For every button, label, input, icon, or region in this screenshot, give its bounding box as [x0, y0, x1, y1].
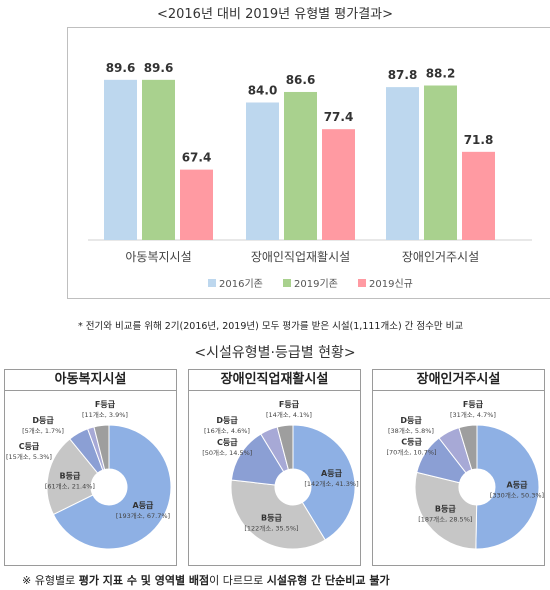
- pie-slice: [458, 424, 478, 471]
- slice-value-label: [193개소, 67.7%]: [116, 511, 170, 520]
- pie-panel-title: 장애인직업재활시설: [189, 370, 360, 391]
- slice-value-label: [38개소, 5.8%]: [388, 426, 434, 435]
- legend-swatch: [358, 279, 366, 287]
- slice-value-label: [50개소, 14.5%]: [202, 448, 252, 457]
- pie-chart-child-welfare: A등급[193개소, 67.7%] B등급[61개소, 21.4%] C등급[15개…: [6, 400, 172, 550]
- bar-value-label: 88.2: [426, 67, 456, 81]
- bar-value-label: 89.6: [106, 61, 136, 75]
- bar: [386, 87, 419, 240]
- bar: [104, 79, 137, 240]
- pie-slice: [52, 424, 172, 550]
- legend-swatch: [283, 279, 291, 287]
- footnote-prefix: ※ 유형별로: [22, 574, 79, 587]
- pie-slice: [475, 424, 540, 550]
- legend-swatch: [208, 279, 216, 287]
- slice-value-label: [70개소, 10.7%]: [386, 448, 436, 457]
- pie-panel-title: 장애인거주시설: [373, 370, 544, 391]
- footnote-bold-1: 평가 지표 수 및 영역별 배점: [78, 574, 210, 587]
- bar-value-label: 87.8: [388, 68, 418, 82]
- slice-value-label: [330개소, 50.3%]: [490, 490, 544, 499]
- bar-value-label: 89.6: [144, 61, 174, 75]
- x-tick-label: 아동복지시설: [125, 250, 191, 264]
- slice-value-label: [61개소, 21.4%]: [45, 482, 95, 491]
- slice-value-label: [187개소, 28.5%]: [418, 514, 472, 523]
- slice-grade-label: B등급: [435, 504, 456, 513]
- bar-value-label: 67.4: [182, 151, 212, 165]
- slice-value-label: [31개소, 4.7%]: [450, 410, 496, 419]
- slice-grade-label: F등급: [279, 400, 300, 409]
- bar: [180, 169, 213, 240]
- bar-chart: 89.6 89.6 67.4 아동복지시설 84.0 86.6 77.4 장애인직업재활시설 8…: [88, 61, 532, 290]
- bar: [246, 102, 279, 240]
- slice-grade-label: A등급: [507, 480, 529, 489]
- slice-grade-label: A등급: [321, 469, 343, 478]
- bar: [462, 151, 495, 240]
- x-tick-label: 장애인직업재활시설: [251, 250, 350, 264]
- slice-value-label: [16개소, 4.6%]: [204, 426, 250, 435]
- pie-slice: [414, 471, 478, 550]
- bar: [284, 91, 317, 240]
- slice-grade-label: C등급: [19, 442, 40, 451]
- pie-panel-residential: 장애인거주시설 A등급 [330개소, 50.3%] B등급 [187개소, 28.5…: [372, 369, 545, 566]
- footnote-bold-2: 시설유형 간 단순비교 불가: [266, 574, 390, 587]
- comparison-footnote: * 전기와 비교를 위해 2기(2016년, 2019년) 모두 평가를 받은 …: [78, 321, 464, 332]
- bar: [142, 79, 175, 240]
- slice-grade-label: D등급: [216, 416, 238, 425]
- slice-grade-label: B등급: [59, 472, 80, 481]
- slice-value-label: [5개소, 1.7%]: [22, 426, 64, 435]
- footnote-mid: 이 다르므로: [209, 574, 267, 587]
- x-tick-label: 장애인거주시설: [402, 250, 479, 264]
- slice-value-label: [15개소, 5.3%]: [6, 452, 52, 461]
- bar-chart-frame: 89.6 89.6 67.4 아동복지시설 84.0 86.6 77.4 장애인직업재활시설 8…: [67, 27, 550, 299]
- slice-grade-label: C등급: [401, 438, 422, 447]
- slice-value-label: [11개소, 3.9%]: [82, 410, 128, 419]
- slice-grade-label: B등급: [261, 514, 282, 523]
- bar-chart-title: <2016년 대비 2019년 유형별 평가결과>: [156, 7, 394, 22]
- slice-grade-label: F등급: [463, 400, 484, 409]
- bar: [424, 85, 457, 240]
- pie-chart-vocational-rehab: A등급[142개소, 41.3%] B등급[122개소, 35.5%] C등급[50…: [202, 400, 359, 550]
- pie-slice: [230, 479, 326, 550]
- pie-panel-vocational-rehab: 장애인직업재활시설 A등급 [142개소, 41.3%] B등급 [122개소, 35…: [188, 369, 361, 566]
- pie-chart-residential: A등급[330개소, 50.3%] B등급[187개소, 28.5%] C등급[70…: [386, 400, 544, 550]
- bottom-footnote: ※ 유형별로 평가 지표 수 및 영역별 배점이 다르므로 시설유형 간 단순비…: [22, 572, 390, 588]
- slice-value-label: [14개소, 4.1%]: [266, 410, 312, 419]
- pie-panel-child-welfare: 아동복지시설 A등급 [193개소, 67.7%] B등급 [61개소, 21.4%]…: [4, 369, 177, 566]
- legend-label: 2016기존: [219, 278, 263, 290]
- slice-value-label: [142개소, 41.3%]: [304, 479, 358, 488]
- pie-slice: [276, 424, 294, 471]
- pie-slice: [93, 424, 110, 471]
- pie-panel-title: 아동복지시설: [5, 370, 176, 391]
- slice-grade-label: C등급: [217, 438, 238, 447]
- bar-value-label: 77.4: [324, 110, 354, 124]
- bar-value-label: 86.6: [286, 73, 316, 87]
- bar: [322, 129, 355, 240]
- slice-grade-label: D등급: [32, 416, 54, 425]
- slice-value-label: [122개소, 35.5%]: [244, 524, 298, 533]
- legend-label: 2019신규: [369, 278, 413, 290]
- legend-label: 2019기존: [294, 278, 338, 290]
- slice-grade-label: F등급: [95, 400, 116, 409]
- pie-slice: [292, 424, 356, 541]
- pie-section-title: <시설유형별·등급별 현황>: [194, 345, 356, 361]
- bar-value-label: 71.8: [464, 133, 494, 147]
- slice-grade-label: D등급: [400, 416, 422, 425]
- bar-value-label: 84.0: [248, 83, 278, 97]
- slice-grade-label: A등급: [133, 501, 155, 510]
